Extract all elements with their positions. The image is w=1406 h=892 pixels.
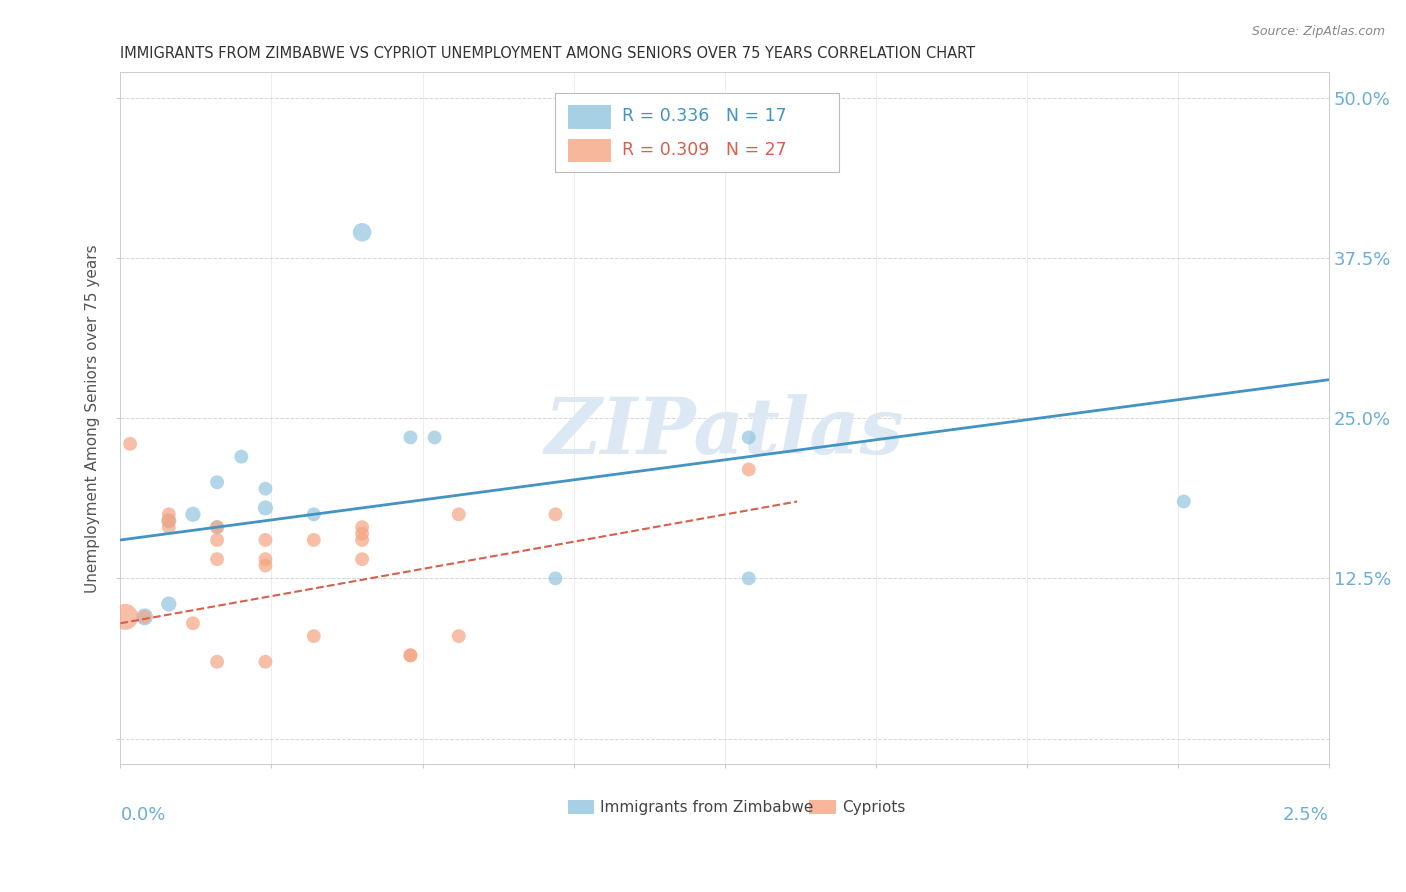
Text: Immigrants from Zimbabwe: Immigrants from Zimbabwe xyxy=(600,800,814,814)
Text: Cypriots: Cypriots xyxy=(842,800,905,814)
Point xyxy=(254,533,277,547)
Point xyxy=(738,430,761,444)
Point xyxy=(205,533,228,547)
Y-axis label: Unemployment Among Seniors over 75 years: Unemployment Among Seniors over 75 years xyxy=(86,244,100,592)
Point xyxy=(352,552,374,566)
Point xyxy=(157,597,180,611)
Text: Source: ZipAtlas.com: Source: ZipAtlas.com xyxy=(1251,25,1385,38)
Point xyxy=(181,508,204,522)
Point xyxy=(205,475,228,490)
Point xyxy=(157,520,180,534)
Point xyxy=(302,533,325,547)
Point xyxy=(231,450,253,464)
Point xyxy=(447,629,470,643)
Point xyxy=(205,520,228,534)
FancyBboxPatch shape xyxy=(568,105,612,128)
Point xyxy=(738,462,761,476)
Point xyxy=(205,520,228,534)
Point xyxy=(254,655,277,669)
FancyBboxPatch shape xyxy=(555,93,839,172)
Point xyxy=(302,629,325,643)
Point xyxy=(738,571,761,585)
Text: 2.5%: 2.5% xyxy=(1282,805,1329,824)
Point xyxy=(399,648,422,663)
Point xyxy=(254,558,277,573)
Point xyxy=(447,508,470,522)
Point xyxy=(181,616,204,631)
Point xyxy=(399,648,422,663)
Point xyxy=(1173,494,1195,508)
FancyBboxPatch shape xyxy=(810,800,835,814)
FancyBboxPatch shape xyxy=(568,800,595,814)
Point xyxy=(157,514,180,528)
Point xyxy=(134,610,156,624)
Point xyxy=(157,508,180,522)
Point xyxy=(205,655,228,669)
Point xyxy=(114,610,136,624)
Point xyxy=(254,552,277,566)
Text: R = 0.336   N = 17: R = 0.336 N = 17 xyxy=(621,107,786,126)
Text: 0.0%: 0.0% xyxy=(121,805,166,824)
Text: ZIPatlas: ZIPatlas xyxy=(546,393,904,470)
Point xyxy=(205,552,228,566)
Text: IMMIGRANTS FROM ZIMBABWE VS CYPRIOT UNEMPLOYMENT AMONG SENIORS OVER 75 YEARS COR: IMMIGRANTS FROM ZIMBABWE VS CYPRIOT UNEM… xyxy=(121,46,976,62)
Text: R = 0.309   N = 27: R = 0.309 N = 27 xyxy=(621,141,786,159)
Point xyxy=(544,571,567,585)
Point xyxy=(352,533,374,547)
Point xyxy=(120,437,142,451)
Point xyxy=(352,225,374,239)
Point xyxy=(254,482,277,496)
Point xyxy=(352,526,374,541)
Point xyxy=(254,500,277,515)
Point xyxy=(352,520,374,534)
Point xyxy=(423,430,446,444)
Point xyxy=(157,514,180,528)
Point xyxy=(302,508,325,522)
Point xyxy=(544,508,567,522)
FancyBboxPatch shape xyxy=(568,138,612,162)
Point xyxy=(134,610,156,624)
Point xyxy=(399,430,422,444)
